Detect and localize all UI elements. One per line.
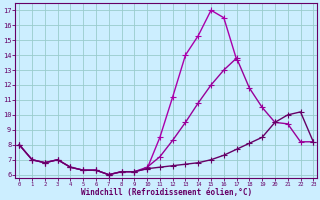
X-axis label: Windchill (Refroidissement éolien,°C): Windchill (Refroidissement éolien,°C) bbox=[81, 188, 252, 197]
